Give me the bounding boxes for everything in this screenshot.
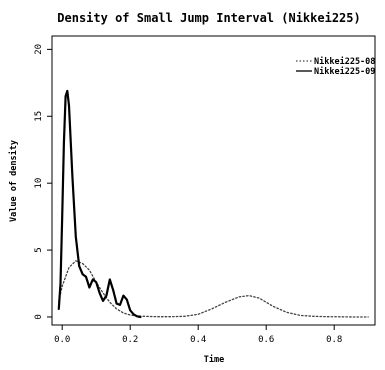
- y-axis: 0 5 10 15 20: [34, 44, 52, 320]
- y-tick-label: 20: [34, 44, 44, 55]
- legend-label: Nikkei225-08: [314, 56, 375, 67]
- x-axis: 0.0 0.2 0.4 0.6 0.8: [54, 325, 342, 345]
- series-layer: [57, 89, 369, 319]
- x-tick-label: 0.0: [54, 335, 70, 345]
- chart-title: Density of Small Jump Interval (Nikkei22…: [57, 11, 360, 25]
- y-tick-label: 15: [34, 111, 44, 122]
- x-axis-label: Time: [204, 354, 224, 365]
- series-line-nikkei225-09: [57, 89, 142, 319]
- series-line-nikkei225-08: [58, 260, 369, 318]
- x-tick-label: 0.6: [258, 335, 274, 345]
- x-tick-label: 0.8: [326, 335, 342, 345]
- x-tick-label: 0.2: [122, 335, 138, 345]
- y-tick-label: 0: [34, 314, 44, 319]
- y-tick-label: 5: [34, 247, 44, 252]
- y-tick-label: 10: [34, 178, 44, 189]
- y-axis-label: Value of density: [8, 140, 19, 222]
- legend-label: Nikkei225-09: [314, 66, 375, 77]
- x-tick-label: 0.4: [190, 335, 206, 345]
- plot-frame: [51, 35, 376, 326]
